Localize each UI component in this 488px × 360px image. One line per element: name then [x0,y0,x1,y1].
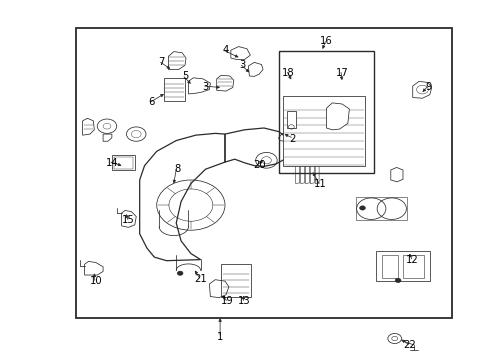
Bar [381,255,397,278]
Text: 10: 10 [89,276,102,286]
Text: 22: 22 [402,340,415,350]
Text: 5: 5 [182,71,188,81]
Bar [355,197,407,220]
Bar [375,251,429,281]
Circle shape [394,278,400,283]
Text: 3: 3 [202,82,208,92]
Text: 18: 18 [282,68,294,78]
Bar [286,111,295,128]
Text: 9: 9 [425,82,431,92]
Bar [163,78,184,101]
Circle shape [177,271,183,275]
Bar [278,51,373,173]
Bar [114,157,133,168]
Text: 3: 3 [239,60,245,70]
Polygon shape [326,103,348,130]
Text: 13: 13 [238,296,250,306]
Text: 4: 4 [223,45,228,55]
Text: 1: 1 [217,332,223,342]
Text: 12: 12 [406,255,418,265]
Text: 20: 20 [252,160,265,170]
Text: 7: 7 [158,57,164,67]
Text: 6: 6 [148,97,155,107]
Text: 11: 11 [313,179,326,189]
Bar [403,255,423,278]
Circle shape [359,206,365,210]
Text: 2: 2 [288,135,295,144]
Bar [112,155,135,170]
Text: 8: 8 [174,164,180,174]
Text: 15: 15 [122,215,135,225]
Bar [221,264,251,297]
Text: 19: 19 [221,296,233,306]
Bar [76,28,451,318]
Text: 21: 21 [194,274,206,284]
Text: 14: 14 [105,158,118,168]
Text: 16: 16 [319,36,332,46]
Bar [282,96,365,166]
Text: 17: 17 [335,68,347,78]
